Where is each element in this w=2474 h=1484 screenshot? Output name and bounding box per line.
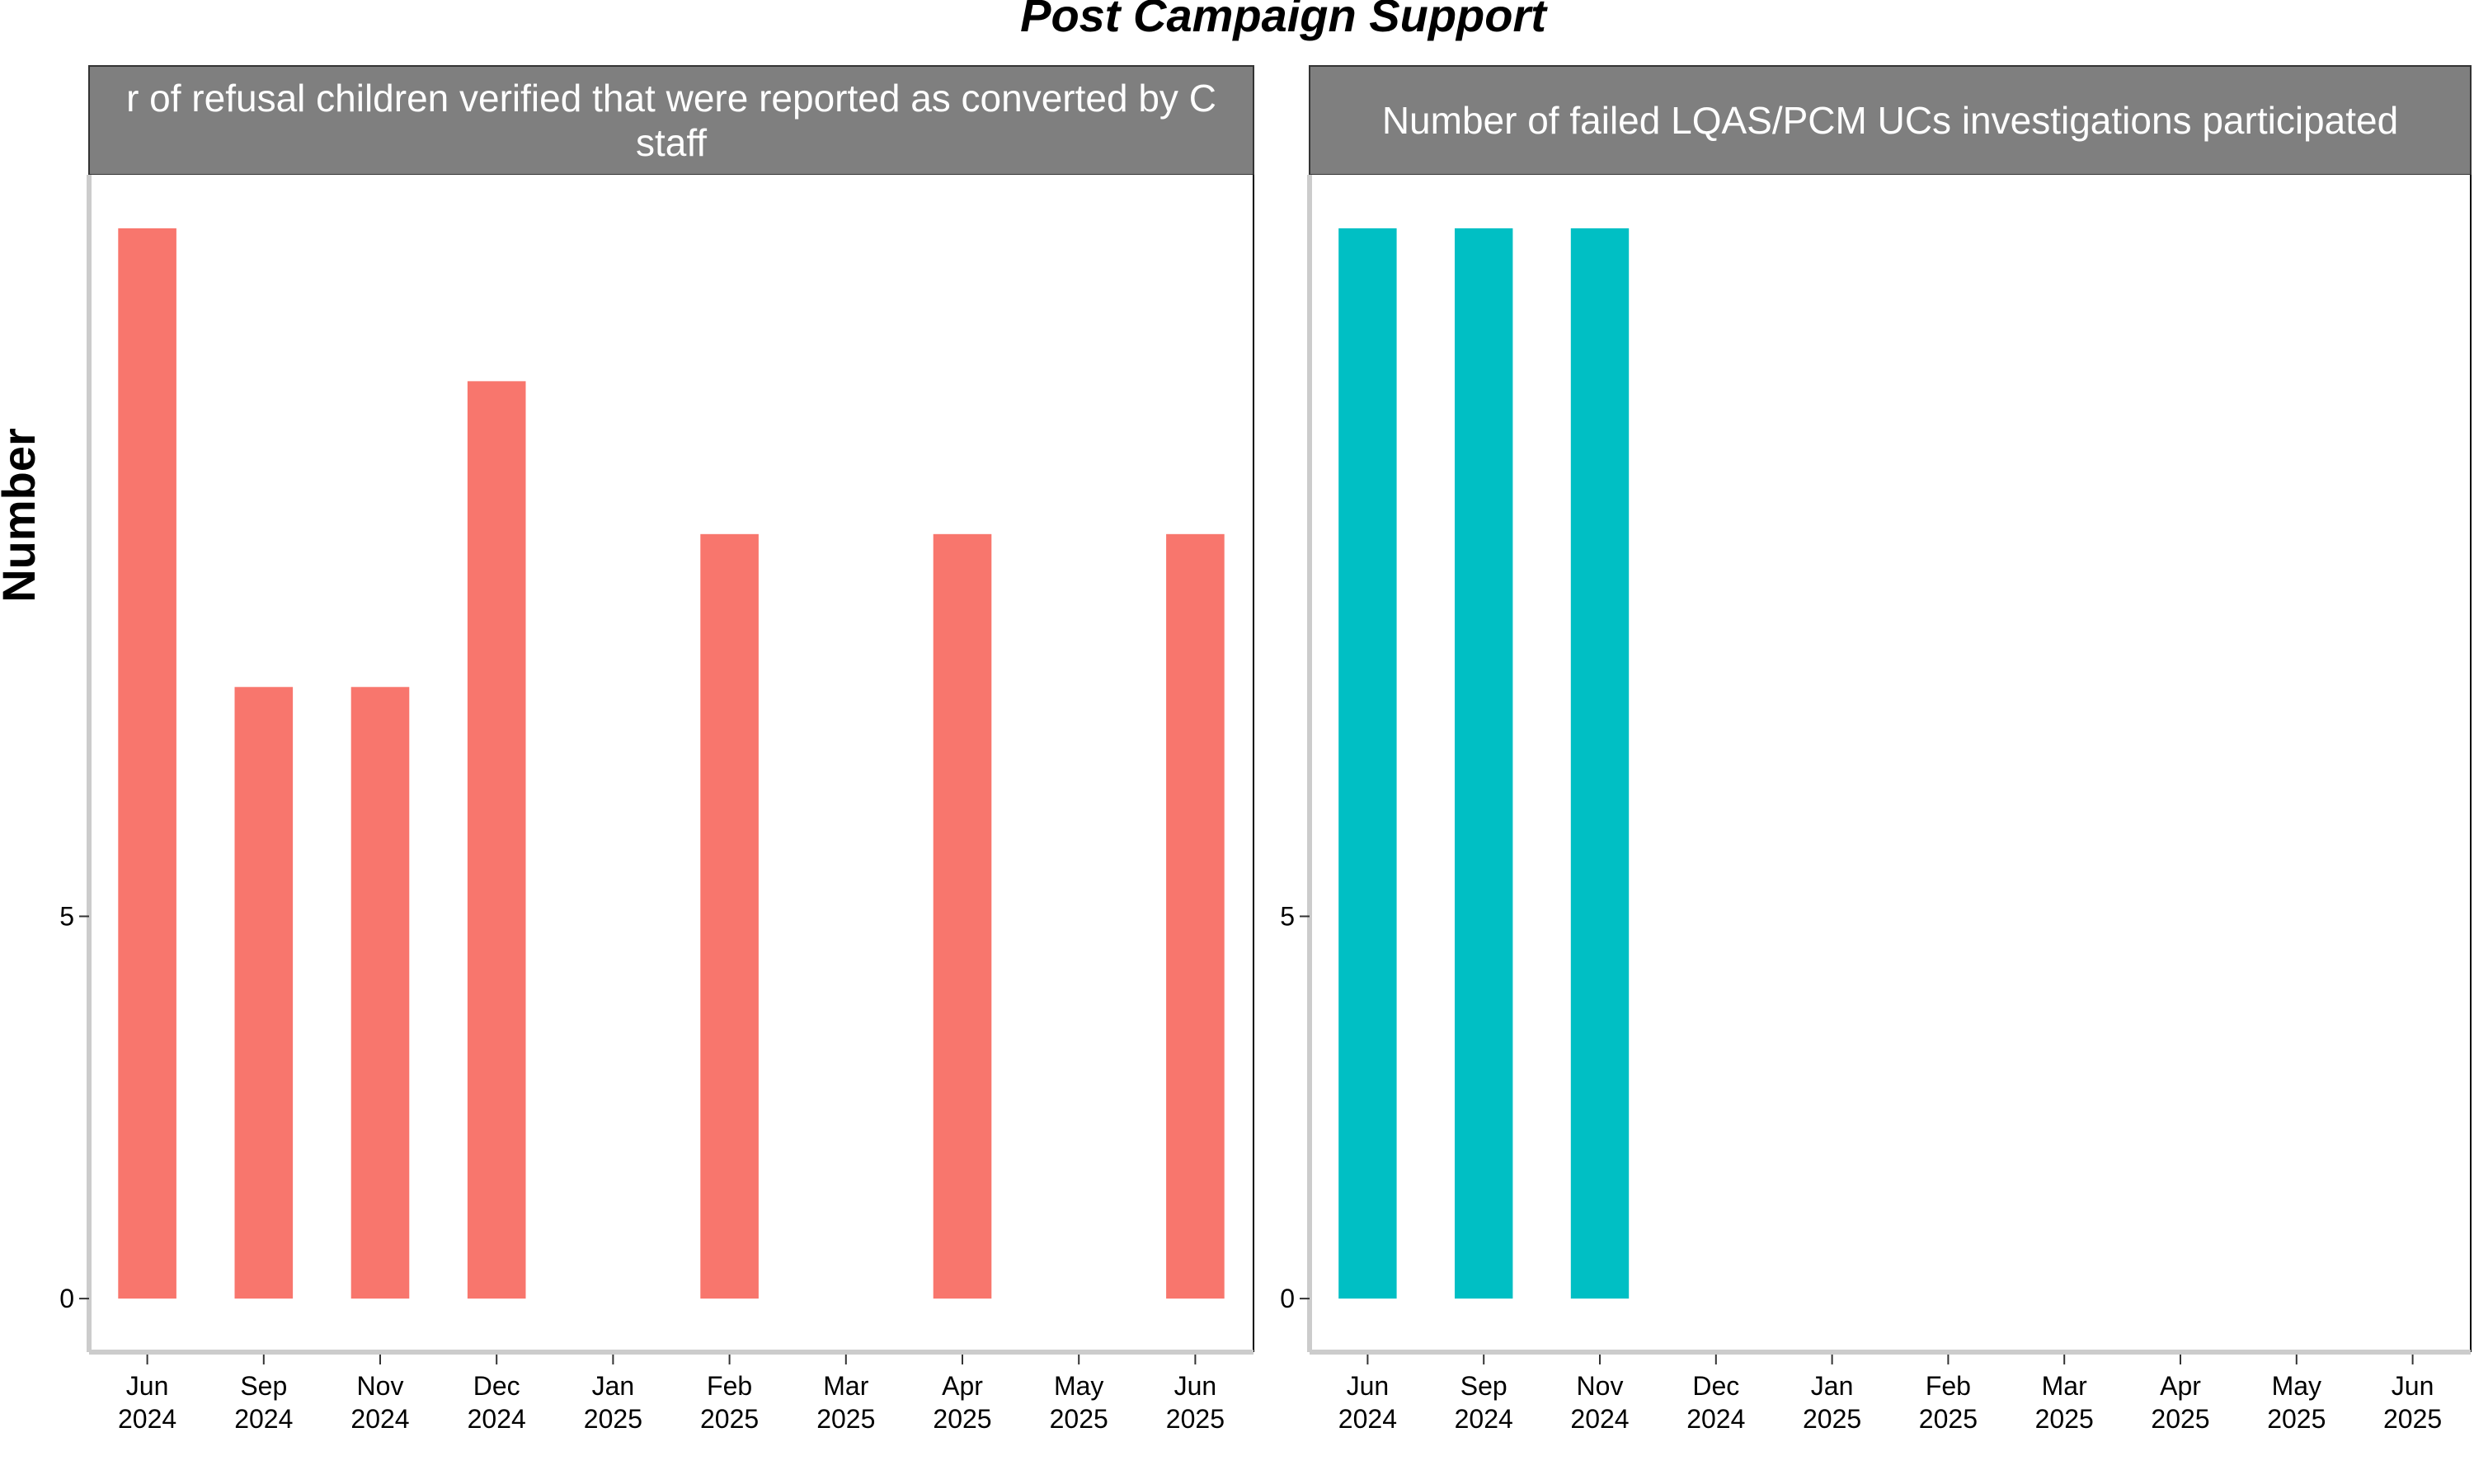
- strip-background: [88, 65, 1254, 176]
- x-tick-label-line: 2025: [2267, 1404, 2326, 1434]
- panel-2: Number of failed LQAS/PCM UCs investigat…: [1280, 65, 2472, 1434]
- x-tick-label: Sep 2024: [1455, 1371, 1513, 1434]
- strip-background: [1309, 65, 2472, 176]
- x-tick-label-line: 2025: [816, 1404, 875, 1434]
- bar: [467, 381, 526, 1299]
- x-tick-label-line: Dec: [473, 1371, 520, 1401]
- x-tick-label-line: 2025: [933, 1404, 991, 1434]
- y-tick-label: 5: [59, 901, 74, 931]
- x-tick-label: Apr 2025: [2151, 1371, 2209, 1434]
- x-tick-label-line: 2025: [2383, 1404, 2442, 1434]
- panels: r of refusal children verified that were…: [59, 65, 2472, 1434]
- x-tick-label: Jun 2024: [1338, 1371, 1397, 1434]
- x-tick-label-line: 2025: [1803, 1404, 1861, 1434]
- x-tick-label-line: 2024: [1686, 1404, 1745, 1434]
- x-tick-label: Dec 2024: [1686, 1371, 1745, 1434]
- x-tick-label: Apr 2025: [933, 1371, 991, 1434]
- bar: [1455, 228, 1513, 1299]
- x-tick-label-line: Mar: [2042, 1371, 2087, 1401]
- x-tick-label-line: 2025: [1050, 1404, 1108, 1434]
- bar: [1166, 533, 1225, 1299]
- x-tick-label-line: 2024: [350, 1404, 409, 1434]
- x-tick-label-line: 2024: [234, 1404, 293, 1434]
- x-tick-label-line: Jun: [1347, 1371, 1390, 1401]
- x-tick-label-line: May: [1054, 1371, 1103, 1401]
- x-tick-label-line: 2024: [1570, 1404, 1629, 1434]
- y-tick-label: 0: [59, 1284, 74, 1313]
- x-tick-label: Feb 2025: [1919, 1371, 1978, 1434]
- x-tick-label-line: Feb: [1926, 1371, 1971, 1401]
- bar: [933, 533, 992, 1299]
- x-tick-label-line: Jun: [126, 1371, 169, 1401]
- x-tick-label-line: Dec: [1692, 1371, 1739, 1401]
- x-tick-label: May 2025: [1050, 1371, 1108, 1434]
- x-tick-label-line: Jan: [1811, 1371, 1854, 1401]
- x-tick-label-line: 2025: [584, 1404, 642, 1434]
- x-tick-label-line: May: [2272, 1371, 2321, 1401]
- bar: [350, 687, 410, 1299]
- y-axis-label: Number: [0, 428, 45, 603]
- x-tick-label-line: 2025: [2035, 1404, 2094, 1434]
- bar: [118, 228, 176, 1299]
- x-tick-label-line: 2024: [1455, 1404, 1513, 1434]
- x-tick-label: Dec 2024: [468, 1371, 526, 1434]
- x-tick-label: Nov 2024: [1570, 1371, 1629, 1434]
- x-tick-label-line: Apr: [942, 1371, 983, 1401]
- y-tick-label: 5: [1280, 901, 1295, 931]
- x-tick-label: Jan 2025: [1803, 1371, 1861, 1434]
- bar: [700, 533, 759, 1299]
- x-tick-label-line: 2025: [1919, 1404, 1978, 1434]
- bar: [1570, 228, 1630, 1299]
- x-tick-label: Jun 2025: [2383, 1371, 2442, 1434]
- x-tick-label-line: 2024: [118, 1404, 176, 1434]
- x-tick-label: Mar 2025: [816, 1371, 875, 1434]
- x-tick-label: Jun 2025: [1166, 1371, 1225, 1434]
- x-tick-label: Mar 2025: [2035, 1371, 2094, 1434]
- panel-1: r of refusal children verified that were…: [59, 65, 1254, 1434]
- x-tick-label-line: Nov: [357, 1371, 404, 1401]
- x-tick-label-line: Sep: [240, 1371, 287, 1401]
- x-tick-label: Sep 2024: [234, 1371, 293, 1434]
- x-tick-label-line: 2024: [1338, 1404, 1397, 1434]
- x-tick-label: Feb 2025: [700, 1371, 759, 1434]
- x-tick-label: Jun 2024: [118, 1371, 176, 1434]
- bar: [234, 687, 294, 1299]
- x-tick-label-line: Nov: [1577, 1371, 1624, 1401]
- strip-text-group: r of refusal children verified that were…: [126, 77, 1216, 164]
- chart-title: Post Campaign Support: [1020, 0, 1548, 41]
- x-tick-label-line: Jun: [1174, 1371, 1217, 1401]
- x-tick-label: May 2025: [2267, 1371, 2326, 1434]
- x-tick-label-line: Jun: [2392, 1371, 2434, 1401]
- bar: [1338, 228, 1397, 1299]
- strip-label-line: r of refusal children verified that were…: [126, 77, 1216, 120]
- y-tick-label: 0: [1280, 1284, 1295, 1313]
- x-tick-label: Nov 2024: [350, 1371, 409, 1434]
- strip-text-group: Number of failed LQAS/PCM UCs investigat…: [1382, 99, 2398, 142]
- strip-label-line: staff: [636, 121, 707, 164]
- x-tick-label-line: Sep: [1460, 1371, 1507, 1401]
- x-tick-label-line: 2025: [1166, 1404, 1225, 1434]
- x-tick-label-line: 2025: [2151, 1404, 2209, 1434]
- x-tick-label-line: Feb: [707, 1371, 752, 1401]
- strip-label-line: Number of failed LQAS/PCM UCs investigat…: [1382, 99, 2398, 142]
- x-tick-label-line: 2025: [700, 1404, 759, 1434]
- x-tick-label-line: Mar: [823, 1371, 868, 1401]
- x-tick-label-line: Apr: [2160, 1371, 2201, 1401]
- x-tick-label-line: Jan: [592, 1371, 635, 1401]
- x-tick-label-line: 2024: [468, 1404, 526, 1434]
- x-tick-label: Jan 2025: [584, 1371, 642, 1434]
